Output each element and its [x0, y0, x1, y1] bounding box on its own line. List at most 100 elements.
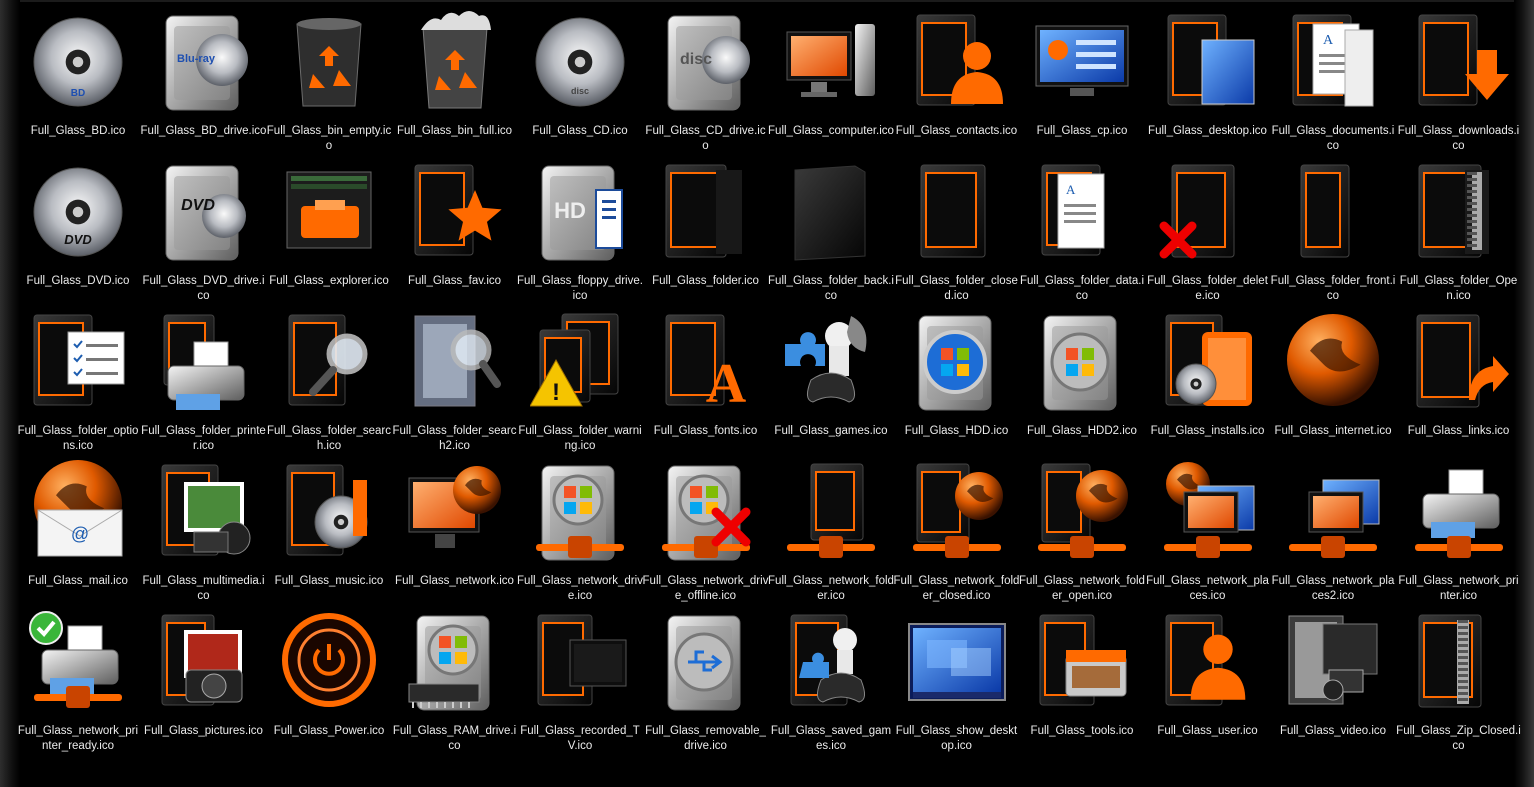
file-item[interactable]: DVD Full_Glass_DVD.ico [15, 152, 141, 302]
documents-icon: A [1283, 10, 1383, 118]
file-item[interactable]: disc Full_Glass_CD_drive.ico [643, 2, 769, 152]
tools-icon-graphic [1039, 614, 1127, 706]
right-edge-shadow [1514, 0, 1534, 787]
file-label: Full_Glass_RAM_drive.ico [392, 725, 517, 752]
file-item[interactable]: Full_Glass_desktop.ico [1145, 2, 1271, 152]
favorites-icon [405, 160, 505, 268]
file-item[interactable]: Full_Glass_folder_front.ico [1270, 152, 1396, 302]
svg-text:disc: disc [571, 86, 589, 96]
file-item[interactable]: Full_Glass_folder_printer.ico [141, 302, 267, 452]
links-icon [1409, 310, 1509, 418]
file-item[interactable]: Full_Glass_bin_empty.ico [266, 2, 392, 152]
file-item[interactable]: @ Full_Glass_mail.ico [15, 452, 141, 602]
file-item[interactable]: Full_Glass_explorer.ico [266, 152, 392, 302]
file-item[interactable]: Full_Glass_folder.ico [643, 152, 769, 302]
left-edge-shadow [0, 0, 20, 787]
file-item[interactable]: Full_Glass_Power.ico [266, 602, 392, 752]
file-item[interactable]: Full_Glass_fav.ico [392, 152, 518, 302]
file-item[interactable]: Full_Glass_folder_Open.ico [1396, 152, 1522, 302]
mail-icon-graphic: @ [34, 460, 123, 557]
file-item[interactable]: Full_Glass_network_places2.ico [1270, 452, 1396, 602]
bin-empty-icon [279, 10, 379, 118]
network-places2-icon-graphic [1289, 479, 1380, 558]
network-folder-open-icon [1032, 460, 1132, 568]
installs-icon-graphic [1165, 314, 1252, 406]
file-label: Full_Glass_network_places2.ico [1271, 575, 1395, 602]
file-item[interactable]: Full_Glass_multimedia.ico [141, 452, 267, 602]
file-item[interactable]: Full_Glass_internet.ico [1270, 302, 1396, 452]
file-item[interactable]: Full_Glass_Zip_Closed.ico [1396, 602, 1522, 752]
folder-icon [656, 160, 756, 268]
file-item[interactable]: Full_Glass_folder_back.ico [768, 152, 894, 302]
file-item[interactable]: A Full_Glass_fonts.ico [643, 302, 769, 452]
file-item[interactable]: Full_Glass_music.ico [266, 452, 392, 602]
file-item[interactable]: Full_Glass_pictures.ico [141, 602, 267, 752]
file-item[interactable]: Full_Glass_folder_delete.ico [1145, 152, 1271, 302]
file-item[interactable]: Full_Glass_network_places.ico [1145, 452, 1271, 602]
file-item[interactable]: Full_Glass_folder_search.ico [266, 302, 392, 452]
file-item[interactable]: Full_Glass_recorded_TV.ico [517, 602, 643, 752]
file-item[interactable]: Full_Glass_saved_games.ico [768, 602, 894, 752]
file-item[interactable]: Full_Glass_user.ico [1145, 602, 1271, 752]
file-item[interactable]: Full_Glass_network_folder.ico [768, 452, 894, 602]
file-item[interactable]: Full_Glass_downloads.ico [1396, 2, 1522, 152]
file-item[interactable]: A Full_Glass_documents.ico [1270, 2, 1396, 152]
computer-icon [781, 10, 881, 118]
file-item[interactable]: Full_Glass_network_folder_closed.ico [894, 452, 1020, 602]
file-item[interactable]: Full_Glass_network_printer_ready.ico [15, 602, 141, 752]
file-item[interactable]: Full_Glass_HDD2.ico [1019, 302, 1145, 452]
disc-cd-icon: disc [530, 10, 630, 118]
file-item[interactable]: Full_Glass_RAM_drive.ico [392, 602, 518, 752]
file-label: Full_Glass_folder_printer.ico [141, 425, 266, 452]
file-item[interactable]: Full_Glass_cp.ico [1019, 2, 1145, 152]
games-icon [781, 310, 881, 418]
file-item[interactable]: Full_Glass_contacts.ico [894, 2, 1020, 152]
file-item[interactable]: HD Full_Glass_floppy_drive.ico [517, 152, 643, 302]
drive-bd-icon: Blu-ray [154, 10, 254, 118]
file-item[interactable]: DVD Full_Glass_DVD_drive.ico [141, 152, 267, 302]
user-icon-graphic [1165, 614, 1245, 706]
control-panel-icon-graphic [1035, 25, 1129, 96]
file-item[interactable]: Full_Glass_removable_drive.ico [643, 602, 769, 752]
file-item[interactable]: Blu-ray Full_Glass_BD_drive.ico [141, 2, 267, 152]
file-label: Full_Glass_tools.ico [1030, 725, 1134, 737]
file-item[interactable]: Full_Glass_links.ico [1396, 302, 1522, 452]
file-item[interactable]: Full_Glass_network_folder_open.ico [1019, 452, 1145, 602]
file-item[interactable]: Full_Glass_folder_search2.ico [392, 302, 518, 452]
file-item[interactable]: Full_Glass_network.ico [392, 452, 518, 602]
folder-zip-open-icon-graphic [1418, 164, 1489, 258]
file-label: Full_Glass_network_printer_ready.ico [17, 725, 139, 752]
file-item[interactable]: Full_Glass_network_drive.ico [517, 452, 643, 602]
file-label: Full_Glass_network_drive.ico [517, 575, 643, 602]
file-label: Full_Glass_folder_delete.ico [1147, 275, 1268, 302]
folder-printer-icon [154, 310, 254, 418]
file-item[interactable]: Full_Glass_show_desktop.ico [894, 602, 1020, 752]
file-item[interactable]: Full_Glass_network_drive_offline.ico [643, 452, 769, 602]
file-item[interactable]: Full_Glass_computer.ico [768, 2, 894, 152]
svg-text:DVD: DVD [181, 197, 215, 214]
file-item[interactable]: Full_Glass_folder_options.ico [15, 302, 141, 452]
file-item[interactable]: Full_Glass_folder_closed.ico [894, 152, 1020, 302]
file-item[interactable]: BD Full_Glass_BD.ico [15, 2, 141, 152]
file-item[interactable]: disc Full_Glass_CD.ico [517, 2, 643, 152]
file-item[interactable]: A Full_Glass_folder_data.ico [1019, 152, 1145, 302]
svg-text:BD: BD [71, 88, 85, 99]
file-item[interactable]: Full_Glass_installs.ico [1145, 302, 1271, 452]
drive-cd-icon-graphic: disc [667, 15, 750, 111]
file-label: Full_Glass_network_drive_offline.ico [642, 575, 769, 602]
ram-drive-icon [405, 610, 505, 718]
file-label: Full_Glass_network_printer.ico [1398, 575, 1519, 602]
file-item[interactable]: Full_Glass_video.ico [1270, 602, 1396, 752]
file-item[interactable]: Full_Glass_bin_full.ico [392, 2, 518, 152]
svg-text:@: @ [71, 524, 89, 544]
file-item[interactable]: Full_Glass_network_printer.ico [1396, 452, 1522, 602]
file-item[interactable]: Full_Glass_games.ico [768, 302, 894, 452]
multimedia-icon [154, 460, 254, 568]
floppy-drive-icon: HD [530, 160, 630, 268]
network-folder-icon-graphic [787, 463, 875, 558]
file-item[interactable]: ! Full_Glass_folder_warning.ico [517, 302, 643, 452]
file-label: Full_Glass_cp.ico [1036, 125, 1128, 137]
file-item[interactable]: Full_Glass_tools.ico [1019, 602, 1145, 752]
folder-options-icon-graphic [33, 314, 125, 406]
file-item[interactable]: Full_Glass_HDD.ico [894, 302, 1020, 452]
